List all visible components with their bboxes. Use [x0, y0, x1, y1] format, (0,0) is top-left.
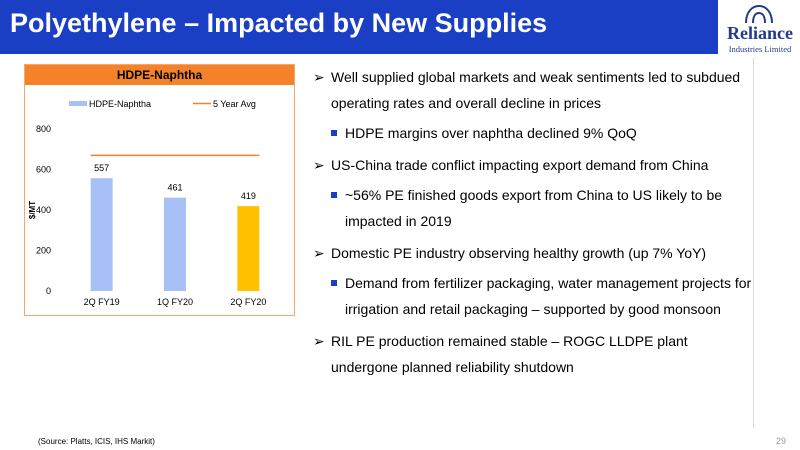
y-tick-label: 800 [36, 124, 51, 134]
arrow-bullet-icon: ➢ [313, 245, 325, 261]
legend-label-5-year-avg: 5 Year Avg [213, 99, 256, 109]
x-tick-label: 2Q FY19 [84, 297, 120, 307]
chart-title: HDPE-Naphtha [25, 65, 294, 85]
arrow-bullet-icon: ➢ [313, 69, 325, 85]
reliance-logo-icon [745, 4, 773, 24]
y-tick-label: 200 [36, 246, 51, 256]
bullet-item: ➢ Well supplied global markets and weak s… [313, 64, 753, 116]
bullet-item: ➢ Domestic PE industry observing healthy … [313, 240, 753, 266]
chart-panel: HDPE-Naphtha HDPE-Naphtha 5 Year Avg 0 200 4… [24, 64, 295, 316]
bullet-text: Domestic PE industry observing healthy g… [331, 245, 707, 261]
y-axis-label: $/MT [28, 201, 37, 219]
page-number: 29 [776, 436, 787, 446]
data-label: 419 [241, 191, 256, 201]
bullet-text: Well supplied global markets and weak se… [331, 69, 741, 111]
bar-2 [237, 206, 260, 291]
y-tick-label: 600 [36, 165, 51, 175]
bullet-text: US-China trade conflict impacting export… [331, 157, 709, 173]
bar-0 [90, 178, 113, 291]
bullet-text: RIL PE production remained stable – ROGC… [331, 333, 688, 375]
slide-title: Polyethylene – Impacted by New Supplies [10, 8, 548, 38]
arrow-bullet-icon: ➢ [313, 157, 325, 173]
data-label: 461 [167, 183, 182, 193]
square-bullet-icon [331, 130, 337, 136]
logo-subtitle: Industries Limited [728, 44, 792, 54]
y-tick-label: 400 [36, 205, 51, 215]
bullet-item: ➢ US-China trade conflict impacting expor… [313, 152, 753, 178]
sub-bullet-item: Demand from fertilizer packaging, water … [313, 270, 753, 322]
sub-bullet-item: HDPE margins over naphtha declined 9% Qo… [313, 120, 753, 146]
bullet-item: ➢ RIL PE production remained stable – ROG… [313, 328, 753, 380]
right-divider [753, 58, 754, 428]
slide-header: Polyethylene – Impacted by New Supplies [0, 0, 718, 54]
bullet-list: ➢ Well supplied global markets and weak s… [313, 64, 753, 384]
y-tick-label: 0 [46, 286, 51, 296]
x-tick-label: 2Q FY20 [230, 297, 266, 307]
bar-1 [164, 197, 186, 291]
bullet-text: HDPE margins over naphtha declined 9% Qo… [345, 125, 637, 141]
logo-name: Reliance [727, 23, 793, 43]
legend-label-hdpe-naphtha: HDPE-Naphtha [89, 99, 151, 109]
bullet-text: Demand from fertilizer packaging, water … [345, 275, 752, 317]
square-bullet-icon [331, 192, 337, 198]
hdpe-naphtha-chart: HDPE-Naphtha 5 Year Avg 0 200 400 600 800 $/MT 5… [28, 99, 266, 307]
source-note: (Source: Platts, ICIS, IHS Markit) [38, 437, 155, 446]
company-logo: Reliance Industries Limited [722, 2, 798, 56]
x-tick-label: 1Q FY20 [157, 297, 193, 307]
sub-bullet-item: ~56% PE finished goods export from China… [313, 182, 753, 234]
arrow-bullet-icon: ➢ [313, 333, 325, 349]
legend-swatch-hdpe-naphtha [69, 101, 87, 106]
bullet-text: ~56% PE finished goods export from China… [345, 187, 723, 229]
data-label: 557 [94, 163, 109, 173]
square-bullet-icon [331, 280, 337, 286]
